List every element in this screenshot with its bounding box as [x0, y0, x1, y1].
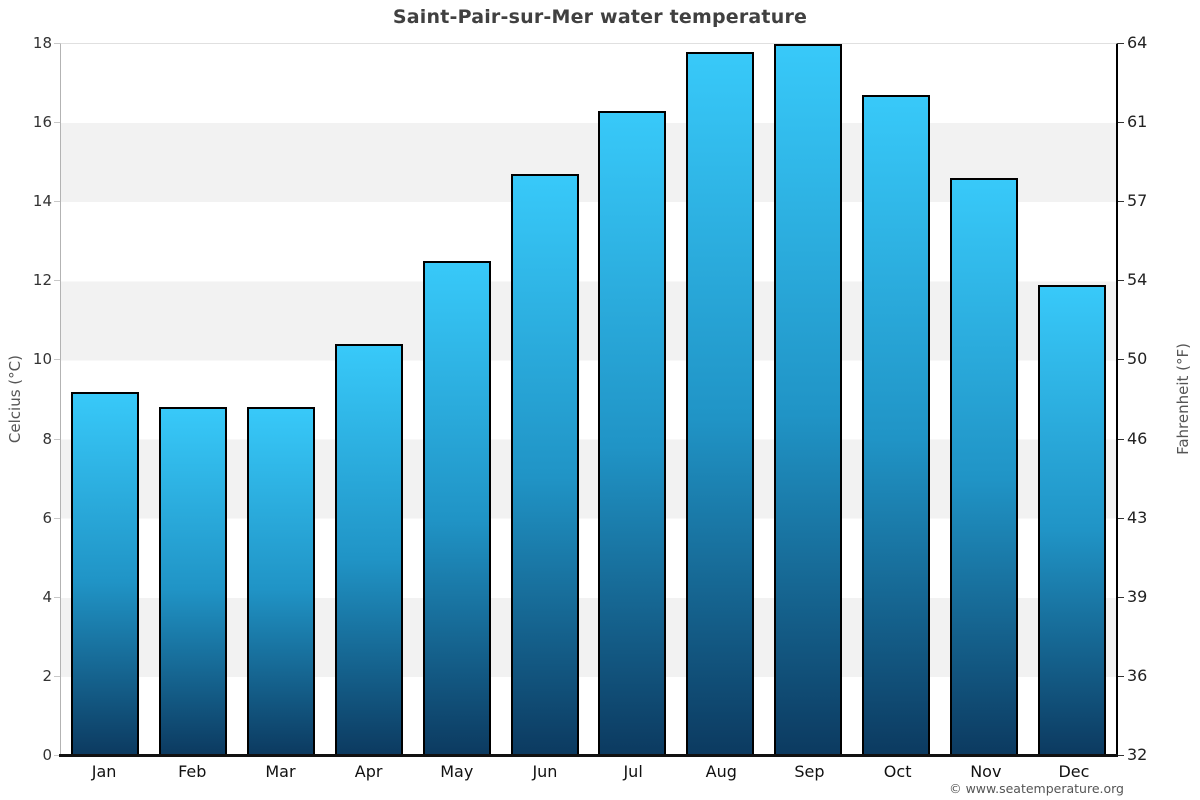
- bar-slot-may: [413, 44, 501, 755]
- bar-slot-sep: [764, 44, 852, 755]
- fahrenheit-tick-46: 46: [1127, 428, 1148, 448]
- bar-slot-feb: [149, 44, 237, 755]
- month-label-apr: Apr: [354, 762, 383, 781]
- celsius-tickmark-14: [54, 201, 60, 203]
- month-label-aug: Aug: [705, 762, 737, 781]
- bar-aug: [686, 51, 755, 755]
- celsius-tickmark-0: [54, 755, 60, 756]
- bar-oct: [862, 95, 931, 755]
- bar-jun: [510, 174, 579, 755]
- celsius-tick-16: 16: [32, 113, 52, 132]
- month-label-oct: Oct: [883, 762, 912, 781]
- celsius-tick-10: 10: [32, 350, 52, 369]
- y-axis-title-fahrenheit: Fahrenheit (°F): [1172, 43, 1194, 755]
- bar-jul: [598, 111, 667, 755]
- celsius-tick-12: 12: [32, 271, 52, 290]
- fahrenheit-tick-61: 61: [1127, 112, 1148, 132]
- bar-dec: [1038, 284, 1107, 755]
- bar-mar: [246, 407, 315, 755]
- month-label-dec: Dec: [1058, 762, 1090, 781]
- bar-sep: [774, 44, 843, 755]
- bar-may: [422, 261, 491, 755]
- plot-area: [59, 43, 1118, 757]
- month-label-feb: Feb: [178, 762, 207, 781]
- fahrenheit-tickmark-64: [1118, 43, 1124, 44]
- celsius-tick-18: 18: [32, 34, 52, 52]
- bar-apr: [334, 344, 403, 755]
- fahrenheit-tick-57: 57: [1127, 191, 1148, 211]
- bar-slot-nov: [940, 44, 1028, 755]
- fahrenheit-tickmark-36: [1118, 675, 1124, 677]
- celsius-tickmark-4: [54, 596, 60, 598]
- month-label-jun: Jun: [532, 762, 558, 781]
- bar-feb: [158, 407, 227, 755]
- x-axis-line: [59, 754, 1118, 757]
- fahrenheit-tick-64: 64: [1127, 33, 1148, 52]
- celsius-tick-2: 2: [42, 666, 52, 685]
- y-axis-title-fahrenheit-text: Fahrenheit (°F): [1174, 343, 1192, 455]
- bar-slot-apr: [325, 44, 413, 755]
- celsius-tickmark-2: [54, 675, 60, 677]
- fahrenheit-tickmark-43: [1118, 517, 1124, 519]
- celsius-tickmark-12: [54, 280, 60, 282]
- bar-slot-jan: [61, 44, 149, 755]
- fahrenheit-tickmark-50: [1118, 359, 1124, 361]
- celsius-tickmark-10: [54, 359, 60, 361]
- celsius-tickmark-8: [54, 438, 60, 440]
- copyright-credit: © www.seatemperature.org: [949, 781, 1124, 796]
- fahrenheit-tick-43: 43: [1127, 507, 1148, 527]
- month-label-jan: Jan: [91, 762, 117, 781]
- bar-slot-jul: [589, 44, 677, 755]
- fahrenheit-tick-50: 50: [1127, 349, 1148, 369]
- celsius-tick-0: 0: [42, 746, 52, 764]
- chart-title: Saint-Pair-sur-Mer water temperature: [392, 6, 808, 28]
- fahrenheit-tickmark-54: [1118, 280, 1124, 282]
- fahrenheit-tick-54: 54: [1127, 270, 1148, 290]
- fahrenheit-tick-32: 32: [1127, 745, 1148, 764]
- month-label-mar: Mar: [265, 762, 296, 781]
- bar-slot-dec: [1028, 44, 1116, 755]
- bar-jan: [70, 391, 139, 755]
- bar-slot-mar: [237, 44, 325, 755]
- fahrenheit-tickmark-46: [1118, 438, 1124, 440]
- fahrenheit-tick-39: 39: [1127, 586, 1148, 606]
- y-axis-title-celsius: Celcius (°C): [4, 43, 26, 755]
- bars-row: [61, 44, 1116, 755]
- celsius-tick-4: 4: [42, 587, 52, 606]
- month-label-jul: Jul: [623, 762, 643, 781]
- celsius-tickmark-6: [54, 517, 60, 519]
- month-label-nov: Nov: [970, 762, 1002, 781]
- fahrenheit-tickmark-39: [1118, 596, 1124, 598]
- fahrenheit-tickmark-61: [1118, 122, 1124, 124]
- celsius-tick-14: 14: [32, 192, 52, 211]
- celsius-tickmark-18: [54, 43, 60, 44]
- celsius-tick-8: 8: [42, 429, 52, 448]
- fahrenheit-tick-36: 36: [1127, 665, 1148, 685]
- bar-slot-jun: [501, 44, 589, 755]
- fahrenheit-tickmark-32: [1118, 755, 1124, 756]
- bar-slot-aug: [676, 44, 764, 755]
- celsius-tick-6: 6: [42, 508, 52, 527]
- month-label-may: May: [440, 762, 474, 781]
- bar-nov: [950, 178, 1019, 755]
- celsius-tickmark-16: [54, 122, 60, 124]
- month-label-sep: Sep: [794, 762, 825, 781]
- month-labels-row: Jan Feb Mar Apr May Jun Jul Aug Sep Oct Nov Dec: [60, 762, 1118, 781]
- bar-slot-oct: [852, 44, 940, 755]
- fahrenheit-tickmark-57: [1118, 201, 1124, 203]
